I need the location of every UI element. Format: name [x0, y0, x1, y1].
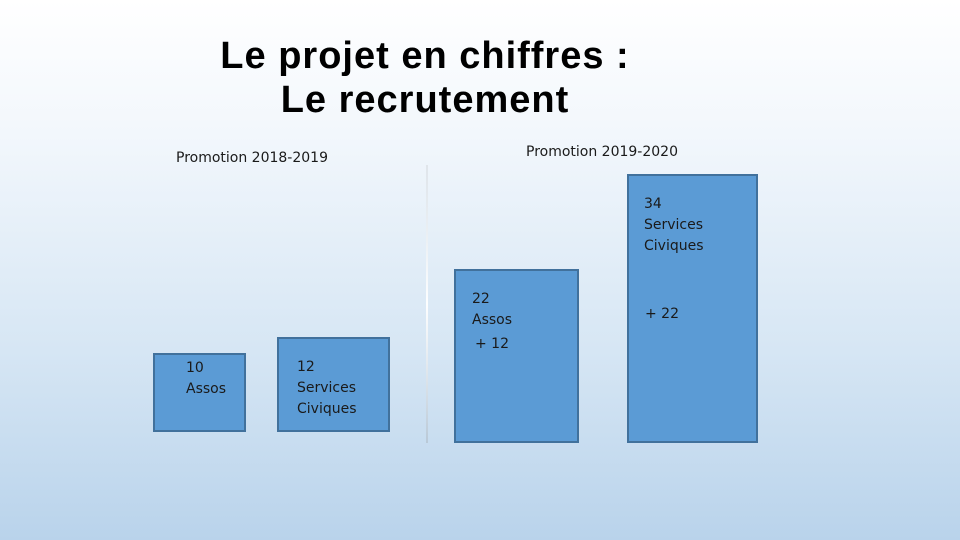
bar-assos-2019-2020: [454, 269, 579, 443]
bar-services-civiques-2019-2020: [627, 174, 758, 443]
promotion-2019-2020-label: Promotion 2019-2020: [526, 144, 678, 160]
bar-services-civiques-2019-2020-label: 34 Services Civiques: [644, 196, 704, 254]
title-line-1: Le projet en chiffres :: [220, 35, 630, 77]
bar-assos-2018-2019-label: 10 Assos: [186, 360, 227, 397]
title-line-2: Le recrutement: [280, 79, 570, 121]
promotion-2018-2019-label: Promotion 2018-2019: [176, 150, 328, 166]
bar-assos-2018-2019: [153, 353, 246, 432]
bar-services-civiques-2018-2019: [277, 337, 390, 432]
slide-title: Le projet en chiffres : Le recrutement: [0, 34, 850, 122]
bar-assos-2019-2020-label: 22 Assos: [472, 291, 513, 328]
bar-services-civiques-2018-2019-label: 12 Services Civiques: [297, 359, 357, 417]
delta-assos-label: + 12: [475, 336, 509, 352]
promotion-divider: [426, 165, 428, 443]
delta-services-civiques-label: + 22: [645, 306, 679, 322]
